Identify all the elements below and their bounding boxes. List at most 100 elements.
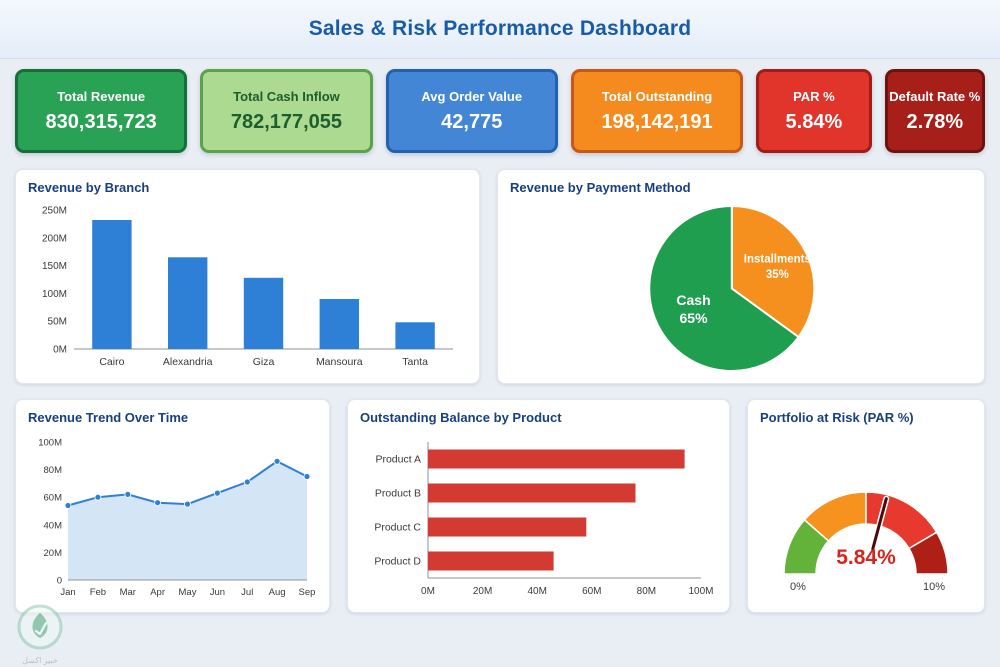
- axis-label: 200M: [42, 233, 67, 244]
- axis-label: Giza: [253, 356, 275, 368]
- bar-Product A: [428, 449, 685, 469]
- bar-Product D: [428, 551, 554, 571]
- kpi-label: Total Cash Inflow: [233, 88, 340, 104]
- axis-label: 20M: [44, 548, 63, 559]
- par-gauge-chart: 5.84% 0% 10%: [760, 432, 972, 604]
- bar-Giza: [243, 277, 284, 349]
- leaf-logo-icon: [17, 604, 63, 650]
- chart-card-revenue-by-branch: Revenue by Branch 0M 50M 100M 150M 200M 250M C…: [15, 169, 480, 384]
- axis-label: 0M: [53, 345, 67, 356]
- data-point-Mar: [124, 491, 132, 498]
- outstanding-by-product-hbar-chart: 0M 20M 40M 60M 80M 100M Product A Product B Prod…: [360, 432, 717, 604]
- axis-label: Jan: [60, 587, 75, 598]
- bar-Tanta: [395, 322, 435, 349]
- kpi-total-outstanding: Total Outstanding 198,142,191: [570, 69, 744, 153]
- axis-label: Product A: [375, 454, 421, 466]
- axis-label: Alexandria: [163, 356, 213, 368]
- axis-label: Tanta: [402, 356, 428, 368]
- axis-label: Jul: [241, 587, 253, 598]
- kpi-avg-order-value: Avg Order Value 42,775: [385, 69, 558, 153]
- axis-label: 80M: [637, 586, 656, 597]
- slice-label: Cash: [676, 292, 710, 308]
- axis-label: 40M: [527, 586, 546, 597]
- axis-label: 150M: [42, 261, 67, 272]
- slice-label: Installments: [744, 253, 811, 265]
- chart-card-par-gauge: Portfolio at Risk (PAR %) 5.84% 0% 10%: [747, 399, 985, 613]
- kpi-label: Avg Order Value: [421, 88, 523, 104]
- charts-row-bottom: Revenue Trend Over Time 0 20M 40M 60M 80M 100…: [15, 399, 985, 613]
- gauge-needle: [871, 497, 888, 551]
- axis-label: 100M: [688, 586, 713, 597]
- axis-label: 100M: [38, 438, 62, 449]
- kpi-default-rate: Default Rate % 2.78%: [884, 69, 986, 153]
- slice-value: 35%: [766, 269, 789, 281]
- chart-title: Outstanding Balance by Product: [360, 410, 562, 425]
- axis-label: Aug: [269, 587, 286, 598]
- bar-Product C: [428, 517, 587, 537]
- kpi-label: Total Outstanding: [601, 88, 713, 104]
- slice-value: 65%: [680, 310, 709, 326]
- data-point-Jan: [64, 502, 72, 509]
- kpi-label: Total Revenue: [57, 88, 146, 104]
- page-title: Sales & Risk Performance Dashboard: [308, 17, 692, 40]
- axis-label: 250M: [42, 206, 67, 217]
- watermark-logo: خبير اكسل: [14, 603, 66, 665]
- data-point-Apr: [154, 499, 162, 507]
- dashboard-header: Sales & Risk Performance Dashboard: [0, 0, 1000, 59]
- pie-slice-Installments: [730, 204, 816, 339]
- kpi-value: 5.84%: [785, 110, 843, 133]
- data-point-Jul: [243, 478, 251, 486]
- bar-Alexandria: [168, 257, 208, 349]
- kpi-row: Total Revenue 830,315,723 Total Cash Inf…: [15, 69, 986, 153]
- kpi-label: Default Rate %: [889, 88, 981, 104]
- axis-label: May: [179, 587, 197, 598]
- axis-label: Apr: [150, 587, 165, 598]
- kpi-value: 198,142,191: [601, 110, 713, 133]
- axis-label: 100M: [42, 289, 67, 300]
- axis-label: Sep: [299, 587, 316, 598]
- pie-slice-Cash: [648, 204, 800, 372]
- chart-title: Revenue Trend Over Time: [28, 410, 189, 425]
- gauge-min-label: 0%: [790, 581, 806, 593]
- chart-card-revenue-trend: Revenue Trend Over Time 0 20M 40M 60M 80M 100…: [15, 399, 330, 613]
- kpi-total-cash-inflow: Total Cash Inflow 782,177,055: [200, 69, 373, 153]
- kpi-value: 830,315,723: [45, 110, 157, 133]
- kpi-total-revenue: Total Revenue 830,315,723: [15, 69, 188, 153]
- data-point-Aug: [273, 457, 281, 465]
- bar-Cairo: [92, 220, 132, 349]
- gauge-value: 5.84%: [836, 546, 896, 569]
- axis-label: 40M: [44, 520, 63, 531]
- gauge-segment: [907, 531, 949, 575]
- data-point-Sep: [303, 473, 311, 480]
- axis-label: Product D: [374, 556, 421, 568]
- axis-label: 80M: [44, 465, 63, 476]
- bar-Product B: [428, 483, 636, 503]
- area-fill: [68, 461, 307, 580]
- data-point-May: [184, 500, 191, 508]
- kpi-label: PAR %: [793, 88, 835, 104]
- kpi-value: 782,177,055: [230, 110, 343, 133]
- chart-title: Portfolio at Risk (PAR %): [760, 410, 914, 425]
- axis-label: 50M: [48, 317, 67, 328]
- data-point-Jun: [213, 489, 221, 497]
- gauge-max-label: 10%: [923, 581, 945, 593]
- revenue-trend-area-chart: 0 20M 40M 60M 80M 100M Jan Feb Mar Apr May Jun Jul Au…: [28, 432, 317, 604]
- chart-title: Revenue by Branch: [28, 180, 150, 195]
- chart-card-outstanding-by-product: Outstanding Balance by Product 0M 20M 40M 6…: [347, 399, 730, 613]
- chart-card-revenue-by-payment-method: Revenue by Payment Method Installments 35…: [497, 169, 985, 384]
- kpi-par-percent: PAR % 5.84%: [756, 69, 872, 153]
- data-point-Feb: [94, 493, 102, 501]
- axis-label: Feb: [90, 587, 106, 598]
- axis-label: Mansoura: [316, 356, 363, 368]
- axis-label: Product C: [374, 522, 421, 534]
- axis-label: Product B: [375, 488, 421, 500]
- axis-label: Mar: [120, 587, 136, 598]
- payment-method-pie-chart: Installments 35% Cash 65%: [510, 202, 972, 375]
- kpi-value: 2.78%: [906, 110, 964, 133]
- bar-Mansoura: [319, 299, 359, 349]
- kpi-value: 42,775: [441, 110, 503, 133]
- axis-label: 60M: [44, 493, 63, 504]
- axis-label: 0: [57, 576, 62, 587]
- axis-label: 20M: [473, 586, 492, 597]
